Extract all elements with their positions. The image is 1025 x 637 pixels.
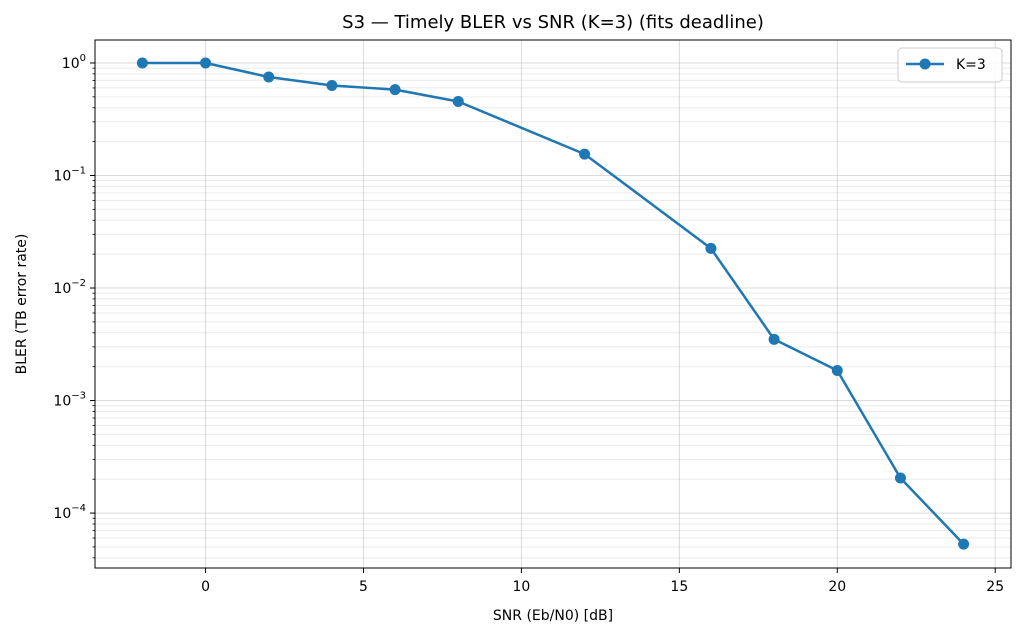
series-layer: [136, 57, 970, 550]
x-tick-label: 10: [512, 579, 530, 595]
x-tick-label: 20: [828, 579, 846, 595]
y-tick-exponent: −2: [71, 278, 86, 289]
data-point: [831, 364, 843, 376]
x-tick-label: 25: [986, 579, 1004, 595]
plot-frame: [94, 39, 1012, 569]
legend-marker-swatch: [919, 58, 931, 70]
x-tick-label: 15: [670, 579, 688, 595]
y-tick-label: 100: [62, 53, 86, 72]
y-tick-label: 10−1: [53, 165, 86, 184]
y-tick-base: 10: [62, 56, 80, 72]
chart-title: S3 — Timely BLER vs SNR (K=3) (fits dead…: [342, 12, 764, 33]
data-point: [705, 242, 717, 254]
data-point: [200, 57, 212, 69]
x-tick-label: 0: [201, 579, 210, 595]
data-point: [958, 538, 970, 550]
grid: [95, 40, 1011, 568]
data-point: [263, 71, 275, 83]
data-point: [894, 472, 906, 484]
y-tick-exponent: 0: [80, 53, 86, 64]
legend-label: K=3: [956, 57, 986, 73]
y-tick-label: 10−4: [53, 503, 86, 522]
x-tick-label: 5: [359, 579, 368, 595]
legend-frame: [897, 47, 1003, 83]
y-tick-base: 10: [53, 281, 71, 297]
series-line: [141, 61, 965, 546]
y-tick-exponent: −3: [71, 391, 86, 402]
data-point: [768, 333, 780, 345]
y-tick-label: 10−3: [53, 391, 86, 410]
y-axis-label: BLER (TB error rate): [14, 234, 30, 375]
legend: K=3: [897, 47, 1003, 83]
data-point: [389, 84, 401, 96]
y-tick-base: 10: [53, 168, 71, 184]
data-point: [579, 148, 591, 160]
y-tick-label: 10−2: [53, 278, 86, 297]
y-tick-exponent: −4: [71, 503, 86, 514]
y-tick-exponent: −1: [71, 165, 86, 176]
y-tick-base: 10: [53, 394, 71, 410]
data-point: [136, 57, 148, 69]
data-point: [326, 80, 338, 92]
data-point: [452, 95, 464, 107]
x-axis-label: SNR (Eb/N0) [dB]: [493, 608, 613, 624]
y-tick-base: 10: [53, 506, 71, 522]
